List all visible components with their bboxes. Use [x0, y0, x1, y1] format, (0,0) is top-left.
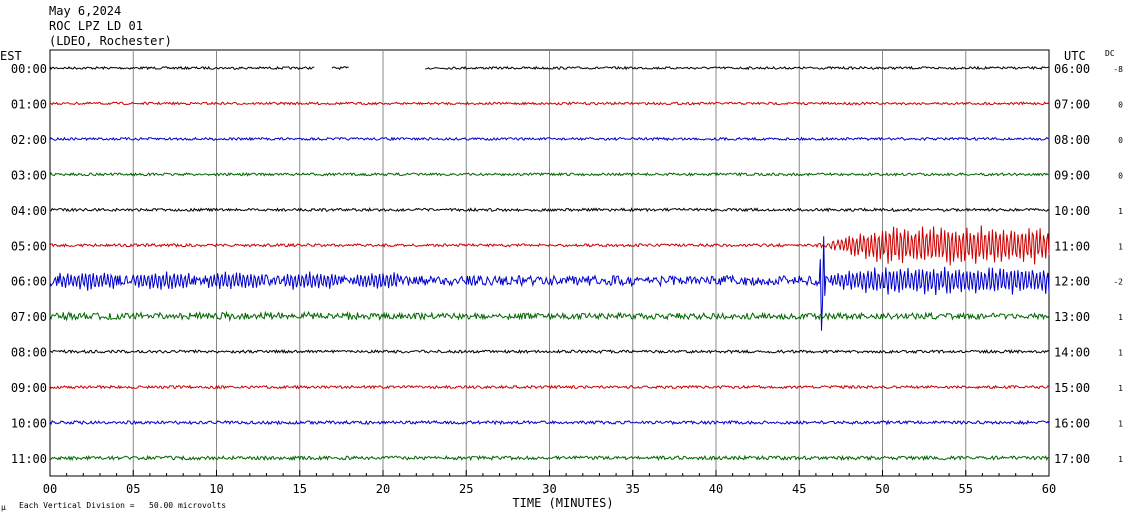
row-dc-value: 1	[1118, 384, 1123, 393]
row-label-utc: 17:00	[1054, 452, 1090, 466]
row-label-utc: 09:00	[1054, 168, 1090, 182]
trace-0500	[49, 225, 1050, 266]
x-tick-label-25: 25	[459, 482, 473, 496]
trace-0800	[49, 349, 1050, 355]
row-label-utc: 16:00	[1054, 417, 1090, 431]
x-tick-label-35: 35	[626, 482, 640, 496]
row-dc-value: 1	[1118, 313, 1123, 322]
row-label-est: 05:00	[11, 239, 47, 253]
row-label-utc: 10:00	[1054, 204, 1090, 218]
row-label-utc: 07:00	[1054, 97, 1090, 111]
trace-0700	[49, 310, 1050, 322]
row-label-est: 07:00	[11, 310, 47, 324]
utc-axis-label: UTC	[1064, 49, 1086, 63]
x-tick-label-00: 00	[43, 482, 57, 496]
row-label-est: 09:00	[11, 381, 47, 395]
header-date: May 6,2024	[49, 4, 122, 18]
x-tick-label-60: 60	[1042, 482, 1056, 496]
row-label-utc: 12:00	[1054, 275, 1090, 289]
est-axis-label: EST	[0, 49, 22, 63]
x-tick-label-15: 15	[293, 482, 307, 496]
row-label-utc: 08:00	[1054, 133, 1090, 147]
x-tick-label-20: 20	[376, 482, 390, 496]
header-station: ROC LPZ LD 01	[49, 19, 143, 33]
row-label-est: 06:00	[11, 275, 47, 289]
row-label-utc: 06:00	[1054, 62, 1090, 76]
trace-0400	[50, 207, 1050, 213]
x-tick-label-30: 30	[542, 482, 556, 496]
trace-1100	[49, 454, 1050, 462]
row-dc-value: 0	[1118, 136, 1123, 145]
row-dc-value: 1	[1118, 207, 1123, 216]
scale-note: Each Vertical Division = 50.00 microvolt…	[19, 501, 227, 510]
dc-column-label: DC	[1105, 49, 1115, 58]
trace-0600	[49, 236, 1050, 331]
x-tick-label-05: 05	[126, 482, 140, 496]
row-label-utc: 13:00	[1054, 310, 1090, 324]
trace-0200	[49, 136, 1050, 142]
row-dc-value: 0	[1118, 171, 1123, 180]
row-dc-value: -2	[1113, 278, 1123, 287]
scale-micro-symbol: μ	[1, 503, 6, 512]
row-dc-value: 0	[1118, 100, 1123, 109]
x-tick-label-10: 10	[209, 482, 223, 496]
trace-0300	[49, 171, 1049, 177]
row-dc-value: 1	[1118, 420, 1123, 429]
row-dc-value: 1	[1118, 455, 1123, 464]
row-label-est: 10:00	[11, 417, 47, 431]
row-label-est: 03:00	[11, 168, 47, 182]
row-dc-value: -8	[1113, 65, 1123, 74]
trace-0100	[49, 101, 1050, 106]
x-tick-label-45: 45	[792, 482, 806, 496]
x-tick-label-50: 50	[875, 482, 889, 496]
x-axis-label: TIME (MINUTES)	[512, 496, 613, 510]
x-tick-label-40: 40	[709, 482, 723, 496]
trace-0900	[49, 384, 1050, 390]
row-label-est: 11:00	[11, 452, 47, 466]
row-dc-value: 1	[1118, 349, 1123, 358]
row-label-est: 02:00	[11, 133, 47, 147]
row-label-est: 01:00	[11, 97, 47, 111]
row-label-est: 04:00	[11, 204, 47, 218]
row-label-utc: 15:00	[1054, 381, 1090, 395]
row-label-est: 08:00	[11, 346, 47, 360]
x-tick-label-55: 55	[959, 482, 973, 496]
trace-0000	[49, 65, 1050, 71]
row-label-utc: 11:00	[1054, 239, 1090, 253]
header-network: (LDEO, Rochester)	[49, 34, 172, 48]
trace-1000	[49, 419, 1050, 426]
row-label-est: 00:00	[11, 62, 47, 76]
row-label-utc: 14:00	[1054, 346, 1090, 360]
row-dc-value: 1	[1118, 242, 1123, 251]
